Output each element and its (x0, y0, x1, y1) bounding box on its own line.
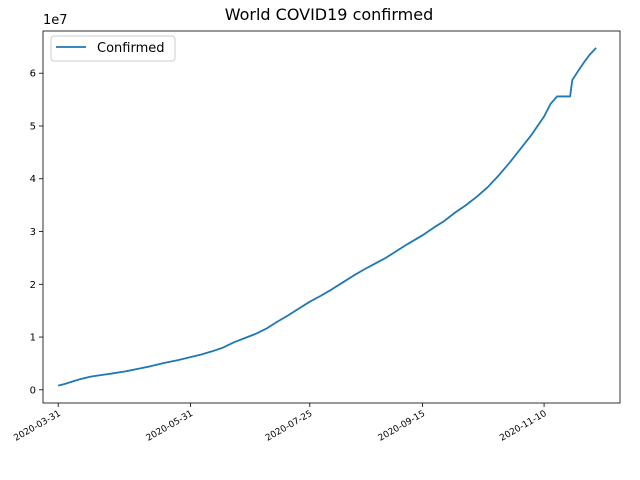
y-axis-ticks: 0 1 2 3 4 5 6 (30, 69, 43, 396)
plot-frame (42, 30, 621, 404)
x-tick-label: 2020-09-15 (377, 409, 427, 444)
x-tick-label: 2020-07-25 (264, 409, 314, 444)
x-tick-label: 2020-05-31 (145, 409, 195, 444)
y-tick-label: 6 (30, 69, 36, 80)
series-confirmed-line (57, 47, 597, 387)
x-tick-label: 2020-11-10 (498, 409, 549, 444)
y-tick-label: 1 (30, 333, 36, 344)
x-tick-label: 2020-03-31 (12, 409, 62, 444)
y-axis-offset-label: 1e7 (43, 13, 68, 28)
plot-area: 2020-03-31 2020-05-31 2020-07-25 2020-09-15… (12, 30, 621, 444)
y-tick-label: 4 (30, 174, 36, 185)
legend: Confirmed (50, 35, 176, 62)
y-tick-label: 3 (30, 227, 36, 238)
chart-title: World COVID19 confirmed (225, 5, 434, 24)
y-tick-label: 5 (30, 121, 36, 132)
y-tick-label: 2 (30, 280, 36, 291)
x-axis-ticks: 2020-03-31 2020-05-31 2020-07-25 2020-09-15… (12, 403, 549, 444)
y-tick-label: 0 (30, 385, 36, 396)
legend-label-confirmed: Confirmed (97, 41, 165, 56)
legend-frame (50, 35, 176, 62)
